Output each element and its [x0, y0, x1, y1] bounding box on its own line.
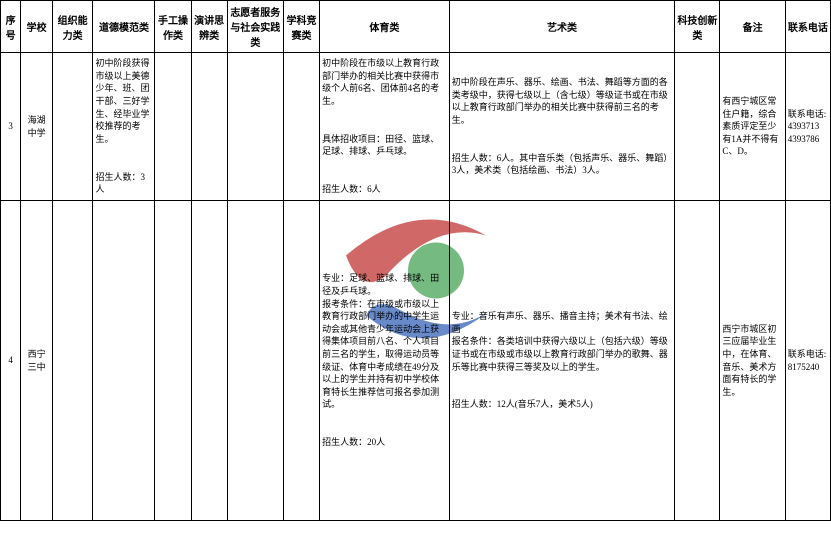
cell-sci: [675, 53, 720, 201]
col-seq: 序号: [1, 1, 21, 53]
cell-sports: 专业：足球、篮球、排球、田径及乒乓球。报考条件：在市级或市级以上教育行政部门举办…: [320, 201, 450, 521]
cell-org: [52, 201, 93, 521]
cell-volunteer: [227, 201, 283, 521]
cell-speech: [191, 53, 227, 201]
col-moral: 道德模范类: [93, 1, 155, 53]
cell-art: 初中阶段在声乐、器乐、绘画、书法、舞蹈等方面的各类考级中，获得七级以上（含七级）…: [449, 53, 675, 201]
cell-speech: [191, 201, 227, 521]
col-speech: 演讲思辨类: [191, 1, 227, 53]
cell-seq: 4: [1, 201, 21, 521]
col-subject: 学科竞赛类: [284, 1, 320, 53]
col-note: 备注: [720, 1, 785, 53]
cell-craft: [155, 53, 191, 201]
cell-phone: 联系电话:8175240: [785, 201, 830, 521]
col-art: 艺术类: [449, 1, 675, 53]
cell-note: 有西宁城区常住户籍，综合素质评定至少有1A并不得有C、D。: [720, 53, 785, 201]
cell-sci: [675, 201, 720, 521]
col-volunteer: 志愿者服务与社会实践类: [227, 1, 283, 53]
cell-moral: [93, 201, 155, 521]
cell-org: [52, 53, 93, 201]
col-school: 学校: [21, 1, 53, 53]
cell-moral: 初中阶段获得市级以上美德少年、班、团干部、三好学生、经毕业学校推荐的考生。招生人…: [93, 53, 155, 201]
col-phone: 联系电话: [785, 1, 830, 53]
cell-subject: [284, 53, 320, 201]
cell-note: 西宁市城区初三应届毕业生中，在体育、音乐、美术方面有特长的学生。: [720, 201, 785, 521]
table-row: 4 西宁三中 专业：足球、篮球、排球、田径及乒乓球。报考条件：在市级或市级以上教…: [1, 201, 831, 521]
col-org: 组织能力类: [52, 1, 93, 53]
cell-craft: [155, 201, 191, 521]
header-row: 序号 学校 组织能力类 道德模范类 手工操作类 演讲思辨类 志愿者服务与社会实践…: [1, 1, 831, 53]
cell-volunteer: [227, 53, 283, 201]
cell-school: 西宁三中: [21, 201, 53, 521]
col-sci: 科技创新类: [675, 1, 720, 53]
table-row: 3 海湖中学 初中阶段获得市级以上美德少年、班、团干部、三好学生、经毕业学校推荐…: [1, 53, 831, 201]
cell-subject: [284, 201, 320, 521]
admission-table: 序号 学校 组织能力类 道德模范类 手工操作类 演讲思辨类 志愿者服务与社会实践…: [0, 0, 831, 521]
col-craft: 手工操作类: [155, 1, 191, 53]
cell-seq: 3: [1, 53, 21, 201]
cell-art: 专业：音乐有声乐、器乐、播音主持；美术有书法、绘画报名条件：各类培训中获得六级以…: [449, 201, 675, 521]
cell-sports: 初中阶段在市级以上教育行政部门举办的相关比赛中获得市级个人前6名、团体前4名的考…: [320, 53, 450, 201]
cell-school: 海湖中学: [21, 53, 53, 201]
col-sports: 体育类: [320, 1, 450, 53]
cell-phone: 联系电话:43937134393786: [785, 53, 830, 201]
